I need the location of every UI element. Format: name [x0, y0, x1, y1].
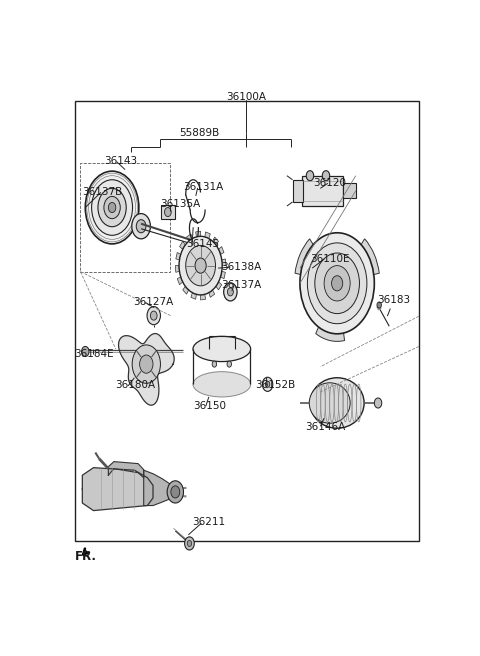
Text: 36137B: 36137B — [83, 188, 122, 197]
Polygon shape — [187, 234, 192, 241]
Circle shape — [306, 171, 314, 181]
Text: 36120: 36120 — [313, 178, 346, 188]
Ellipse shape — [193, 372, 251, 397]
Text: 36180A: 36180A — [115, 380, 155, 390]
Text: 36138A: 36138A — [221, 262, 261, 272]
Ellipse shape — [193, 337, 251, 361]
Circle shape — [150, 311, 157, 320]
Wedge shape — [295, 239, 337, 283]
Circle shape — [165, 207, 171, 216]
Polygon shape — [119, 333, 174, 405]
Circle shape — [132, 345, 160, 383]
Circle shape — [147, 306, 160, 325]
Circle shape — [187, 541, 192, 546]
Wedge shape — [337, 239, 379, 283]
Circle shape — [171, 486, 180, 498]
Circle shape — [82, 346, 89, 356]
Polygon shape — [183, 286, 189, 294]
Polygon shape — [108, 462, 144, 478]
Ellipse shape — [310, 378, 364, 428]
Text: 36150: 36150 — [193, 401, 226, 411]
Text: 36184E: 36184E — [74, 348, 114, 359]
Polygon shape — [196, 232, 201, 237]
Wedge shape — [316, 283, 345, 341]
Circle shape — [374, 398, 382, 408]
Polygon shape — [144, 470, 175, 506]
Circle shape — [324, 266, 350, 301]
Circle shape — [227, 361, 231, 367]
Polygon shape — [209, 290, 215, 297]
Circle shape — [108, 203, 116, 213]
Circle shape — [212, 361, 216, 367]
Circle shape — [167, 481, 183, 503]
Polygon shape — [177, 277, 183, 285]
Text: FR.: FR. — [75, 550, 97, 563]
Text: 36211: 36211 — [192, 517, 225, 527]
Bar — [81, 163, 170, 272]
Circle shape — [224, 283, 237, 301]
Circle shape — [263, 377, 273, 392]
Text: 36146A: 36146A — [305, 422, 345, 432]
Circle shape — [85, 171, 139, 244]
Circle shape — [307, 243, 367, 323]
Circle shape — [140, 355, 153, 373]
Text: 36135A: 36135A — [160, 199, 200, 209]
Circle shape — [136, 220, 146, 233]
Text: 36145: 36145 — [186, 239, 219, 249]
Polygon shape — [201, 295, 205, 300]
Circle shape — [185, 537, 194, 550]
Polygon shape — [205, 232, 210, 239]
Ellipse shape — [309, 383, 350, 423]
Polygon shape — [180, 241, 185, 249]
Circle shape — [92, 180, 132, 236]
Bar — [302, 176, 343, 206]
Text: 36100A: 36100A — [226, 92, 266, 102]
Bar — [75, 102, 419, 541]
Polygon shape — [175, 266, 180, 272]
Circle shape — [332, 276, 343, 291]
Text: 36127A: 36127A — [133, 297, 174, 307]
Polygon shape — [83, 468, 153, 510]
Polygon shape — [222, 259, 226, 266]
Circle shape — [195, 258, 206, 273]
Text: 36183: 36183 — [377, 295, 410, 305]
Bar — [161, 205, 175, 219]
Text: 36110E: 36110E — [310, 254, 349, 264]
Circle shape — [186, 245, 216, 286]
Circle shape — [228, 288, 233, 296]
Circle shape — [179, 236, 222, 295]
Circle shape — [300, 233, 374, 334]
Text: 55889B: 55889B — [180, 128, 220, 138]
Circle shape — [322, 171, 330, 181]
Text: 36143: 36143 — [105, 155, 138, 165]
Bar — [343, 183, 356, 198]
Circle shape — [315, 253, 360, 314]
Circle shape — [377, 302, 382, 308]
Circle shape — [104, 196, 120, 218]
Circle shape — [265, 381, 270, 387]
Polygon shape — [176, 253, 180, 260]
Polygon shape — [218, 247, 224, 255]
Text: 36137A: 36137A — [221, 280, 261, 290]
Polygon shape — [220, 272, 226, 279]
Text: 36152B: 36152B — [255, 380, 296, 390]
Polygon shape — [216, 282, 222, 290]
Bar — [292, 180, 303, 202]
Polygon shape — [213, 237, 218, 245]
Text: 36131A: 36131A — [183, 182, 223, 192]
Polygon shape — [191, 293, 196, 299]
Circle shape — [98, 188, 126, 227]
Circle shape — [132, 214, 150, 239]
